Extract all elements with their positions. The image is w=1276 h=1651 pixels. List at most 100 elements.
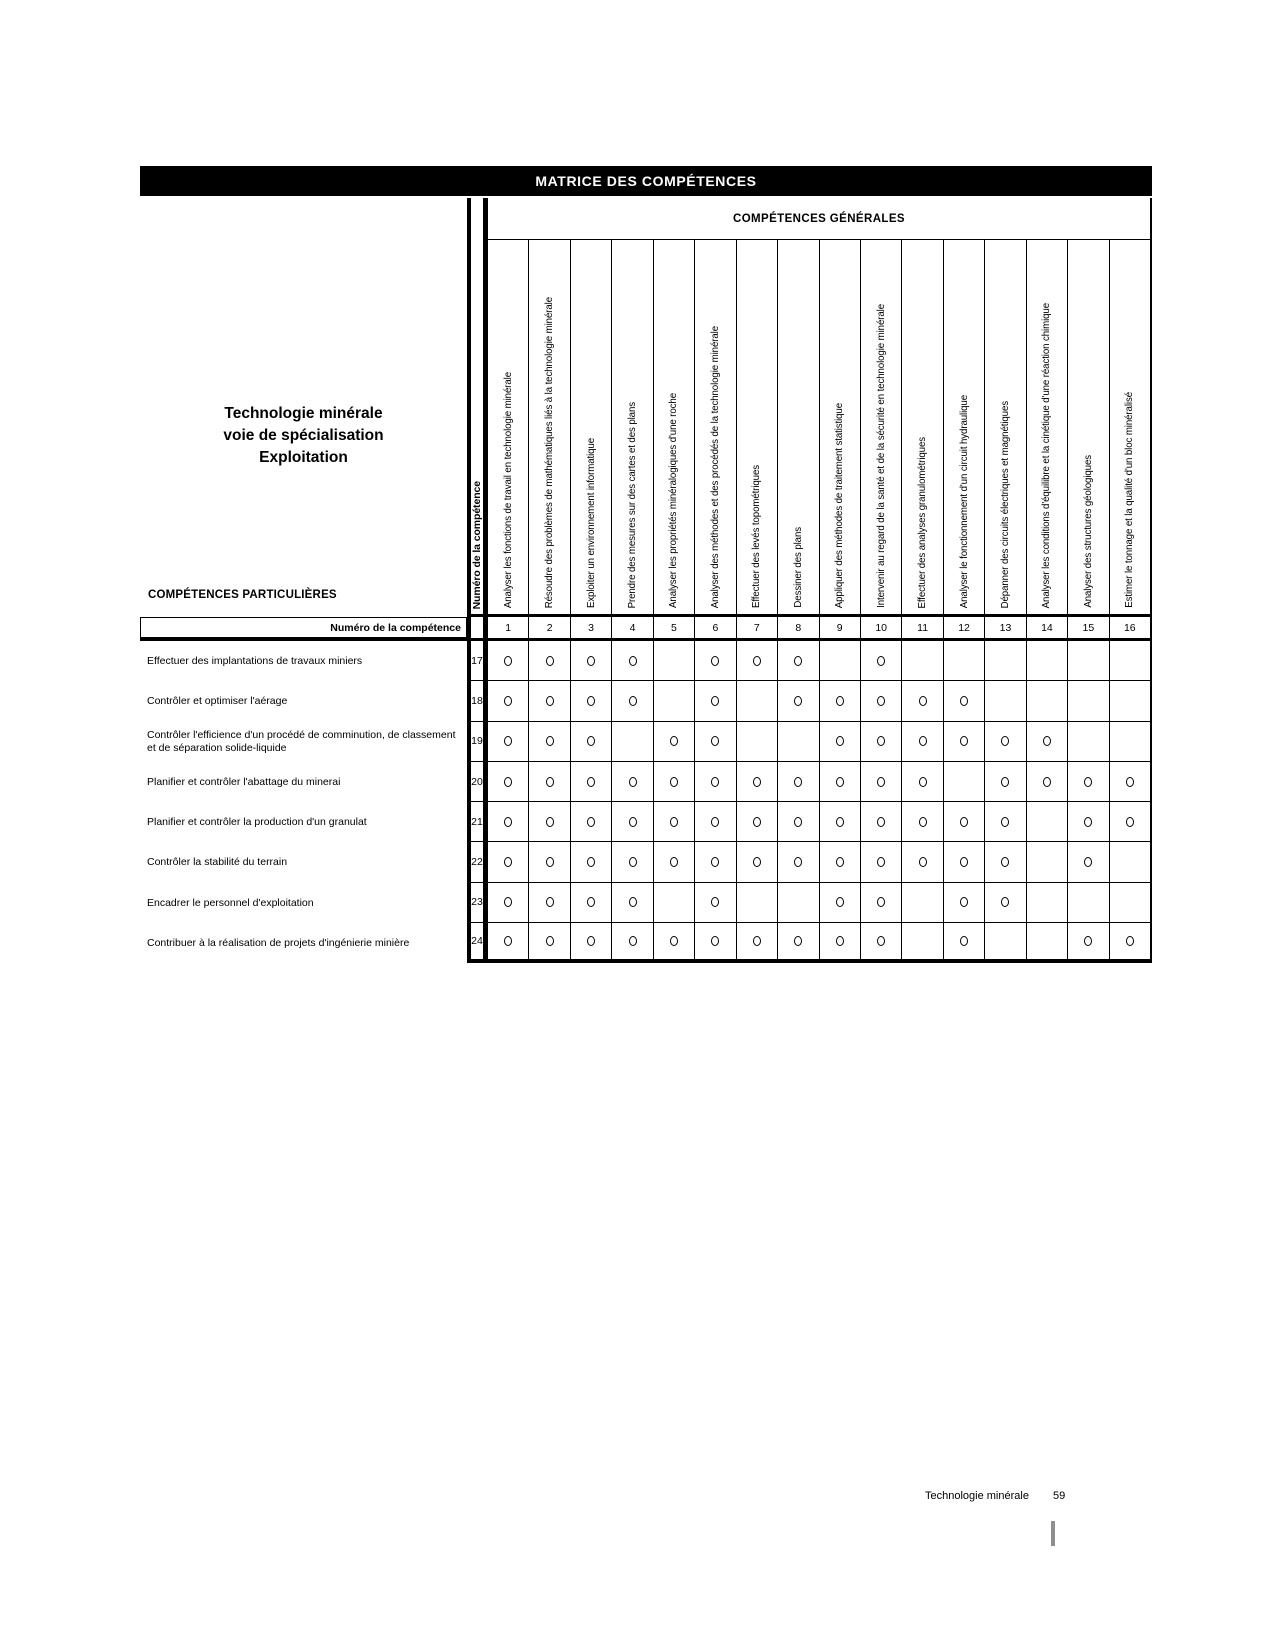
matrix-cell [571, 923, 613, 960]
matrix-row-cells [487, 721, 1152, 762]
matrix-cell [570, 802, 613, 843]
matrix-cell [902, 721, 944, 762]
general-competency-label: Résoudre des problèmes de mathématiques … [544, 296, 556, 608]
matrix-data-rows: Effectuer des implantations de travaux m… [140, 641, 1152, 964]
competency-mark-circle [835, 776, 844, 787]
matrix-cell [695, 641, 737, 682]
numero-column-label: Numéro de la compétence [471, 480, 483, 609]
matrix-cell [861, 923, 903, 960]
general-competency-column: Analyser des structures géologiques [1068, 240, 1110, 614]
competency-mark-circle [835, 816, 844, 827]
competency-mark-circle [504, 897, 513, 908]
competency-number: 7 [737, 617, 779, 638]
particular-competency-number: 20 [467, 761, 487, 803]
general-competency-label: Intervenir au regard de la santé et de l… [875, 304, 887, 608]
matrix-row: Contrôler et optimiser l'aérage 18 [140, 681, 1152, 722]
competency-mark-circle [877, 857, 886, 868]
matrix-cell [1068, 923, 1110, 960]
matrix-cell [819, 641, 861, 682]
matrix-cell [529, 721, 571, 762]
matrix-cell [695, 721, 737, 762]
competency-mark-circle [918, 776, 927, 787]
matrix-cell [612, 882, 654, 924]
matrix-row-cells [487, 641, 1152, 682]
matrix-cell [653, 681, 696, 722]
competency-mark-circle [628, 776, 637, 787]
matrix-cell [529, 882, 571, 924]
general-competency-column: Prendre des mesures sur des cartes et de… [612, 240, 654, 614]
competency-mark-circle [918, 736, 927, 747]
matrix-cell [819, 882, 861, 924]
matrix-row: Contrôler l'efficience d'un procédé de c… [140, 721, 1152, 762]
matrix-cell [488, 802, 530, 843]
matrix-row-cells [487, 842, 1152, 883]
general-competency-column: Analyser les conditions d'équilibre et l… [1027, 240, 1069, 614]
matrix-cell [529, 641, 571, 682]
competency-number: 11 [902, 617, 944, 638]
matrix-cell [1026, 761, 1069, 803]
competency-mark-circle [1042, 776, 1051, 787]
page-footer: Technologie minérale 59 [925, 1490, 1065, 1502]
matrix-cell [736, 761, 779, 803]
competency-mark-circle [587, 655, 596, 666]
competency-number: 5 [654, 617, 696, 638]
competency-mark-circle [794, 695, 803, 706]
matrix-cell [653, 882, 696, 924]
competency-number: 14 [1027, 617, 1069, 638]
competency-mark-circle [545, 655, 554, 666]
program-title: Technologie minérale voie de spécialisat… [140, 403, 467, 469]
competency-mark-circle [587, 816, 596, 827]
competency-number: 15 [1068, 617, 1110, 638]
matrix-cell [1068, 882, 1110, 924]
competency-mark-circle [504, 655, 513, 666]
competency-mark-circle [545, 695, 554, 706]
particular-competency-label: Contrôler et optimiser l'aérage [147, 695, 288, 708]
matrix-cell [1109, 883, 1150, 924]
competency-mark-circle [918, 695, 927, 706]
competency-mark-circle [1001, 897, 1010, 908]
competency-mark-circle [1125, 816, 1134, 827]
matrix-cell [695, 761, 737, 803]
competency-mark-circle [587, 897, 596, 908]
competency-mark-circle [711, 816, 720, 827]
competency-mark-circle [628, 655, 637, 666]
particular-competency-number: 17 [467, 641, 487, 682]
matrix-cell [1109, 641, 1150, 682]
matrix-cell [653, 761, 696, 803]
matrix-cell [1026, 641, 1069, 682]
general-competency-column: Dessiner des plans [778, 240, 820, 614]
matrix-cell [860, 721, 903, 762]
matrix-cell [488, 882, 530, 924]
matrix-cell [570, 882, 613, 924]
matrix-cell [529, 761, 571, 803]
competency-number: 16 [1123, 621, 1136, 634]
matrix-cell [944, 923, 986, 960]
matrix-cell [695, 882, 737, 924]
competency-mark-circle [835, 857, 844, 868]
program-title-line: Exploitation [259, 449, 348, 466]
matrix-cell [612, 641, 654, 682]
competency-mark-circle [1125, 936, 1134, 947]
matrix-cell [1068, 641, 1110, 682]
competency-mark-circle [877, 816, 886, 827]
competency-number: 1 [488, 617, 530, 638]
program-title-line: voie de spécialisation [223, 427, 384, 444]
matrix-cell [860, 761, 903, 803]
particular-competency-number: 18 [467, 681, 487, 722]
competency-mark-circle [752, 655, 761, 666]
matrix-cell [1026, 802, 1069, 843]
competency-mark-circle [628, 857, 637, 868]
general-competency-label: Exploiter un environnement informatique [585, 437, 597, 608]
matrix-cell [1027, 923, 1069, 960]
matrix-cell [778, 802, 820, 843]
competency-mark-circle [711, 857, 720, 868]
matrix-cell [1026, 721, 1069, 762]
matrix-cell [529, 802, 571, 843]
number-row-spacer [467, 617, 487, 638]
competency-mark-circle [504, 736, 513, 747]
general-competencies-header: COMPÉTENCES GÉNÉRALES [488, 198, 1150, 240]
matrix-cell [529, 923, 571, 960]
competency-mark-circle [918, 857, 927, 868]
particular-competency-number: 24 [467, 923, 487, 964]
matrix-cell [985, 641, 1027, 682]
